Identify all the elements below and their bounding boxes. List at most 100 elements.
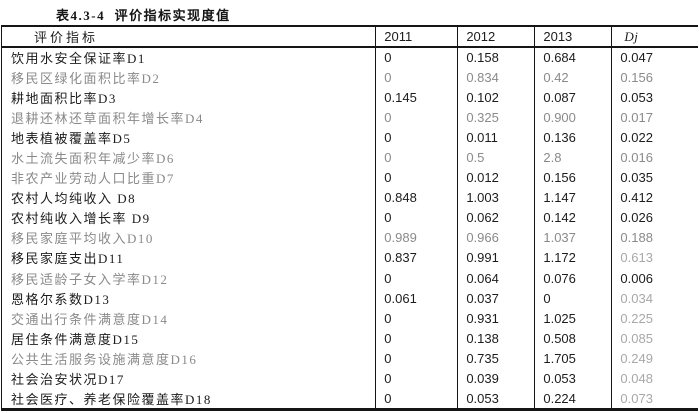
value-cell-2012: 0.966 [457, 227, 535, 248]
value-cell-dj: 0.022 [611, 127, 698, 148]
table-row: 水土流失面积年减少率D6 0 0.5 2.8 0.016 [2, 147, 698, 168]
value-cell-2013: 0.224 [534, 388, 612, 410]
value-cell-2012: 0.102 [457, 87, 535, 108]
table-row: 居住条件满意度D15 0 0.138 0.508 0.085 [2, 328, 698, 349]
value-cell-2012: 0.062 [457, 207, 535, 228]
indicator-label-cell: 公共生活服务设施满意度D16 [11, 351, 198, 367]
value-cell-2011: 0.989 [375, 227, 458, 248]
value-cell-2011: 0.145 [375, 87, 458, 108]
table-row: 移民适龄子女入学率D12 0 0.064 0.076 0.006 [2, 268, 698, 289]
evaluation-indicator-table: 评价指标 2011 2012 2013 Dj 饮用水安全保证率D1 0 0.158 0… [1, 25, 698, 411]
table-row: 社会医疗、养老保险覆盖率D18 0 0.053 0.224 0.073 [2, 388, 698, 410]
value-cell-2011: 0 [375, 47, 458, 68]
value-cell-2013: 0.156 [534, 167, 612, 188]
value-cell-dj: 0.249 [611, 348, 698, 369]
indicator-label-cell: 移民家庭平均收入D10 [11, 231, 154, 247]
value-cell-2012: 0.039 [457, 368, 535, 389]
table-row: 非农产业劳动人口比重D7 0 0.012 0.156 0.035 [2, 167, 698, 188]
indicator-label-cell: 农村纯收入增长率 D9 [11, 211, 151, 227]
value-cell-2011: 0 [375, 308, 458, 329]
indicator-label-cell: 移民家庭支出D11 [11, 251, 125, 267]
value-cell-2011: 0.837 [375, 247, 458, 269]
table-row: 恩格尔系数D13 0.061 0.037 0 0.034 [2, 288, 698, 309]
value-cell-dj: 0.412 [611, 187, 698, 208]
value-cell-dj: 0.034 [611, 288, 698, 309]
table-row: 移民家庭平均收入D10 0.989 0.966 1.037 0.188 [2, 227, 698, 248]
value-cell-2013: 0.900 [534, 107, 612, 128]
table-row: 移民家庭支出D11 0.837 0.991 1.172 0.613 [2, 247, 698, 269]
table-row: 移民区绿化面积比率D2 0 0.834 0.42 0.156 [2, 67, 698, 88]
value-cell-dj: 0.613 [611, 247, 698, 269]
indicator-label-cell: 退耕还林还草面积年增长率D4 [11, 110, 204, 126]
indicator-label-cell: 耕地面积比率D3 [11, 90, 117, 106]
indicator-label-cell: 农村人均纯收入 D8 [11, 191, 137, 207]
indicator-label-cell: 社会治安状况D17 [11, 372, 125, 388]
column-header-2013: 2013 [534, 26, 612, 48]
value-cell-2012: 0.012 [457, 167, 535, 188]
value-cell-dj: 0.017 [611, 107, 698, 128]
indicator-label-cell: 移民适龄子女入学率D12 [11, 271, 169, 287]
table-caption: 表4.3-4 评价指标实现度值 [56, 8, 231, 23]
value-cell-2012: 0.011 [457, 127, 535, 148]
column-header-indicator: 评价指标 [1, 26, 376, 48]
indicator-label-cell: 社会医疗、养老保险覆盖率D18 [11, 391, 212, 407]
value-cell-2012: 1.003 [457, 187, 535, 208]
value-cell-dj: 0.085 [611, 328, 698, 349]
value-cell-2013: 0.076 [534, 268, 612, 289]
value-cell-2012: 0.931 [457, 308, 535, 329]
indicator-label-cell: 恩格尔系数D13 [11, 291, 111, 307]
table-row: 公共生活服务设施满意度D16 0 0.735 1.705 0.249 [2, 348, 698, 369]
value-cell-2011: 0 [375, 207, 458, 228]
value-cell-2013: 1.147 [534, 187, 612, 208]
value-cell-dj: 0.026 [611, 207, 698, 228]
value-cell-2012: 0.158 [457, 47, 535, 68]
value-cell-2011: 0 [375, 107, 458, 128]
indicator-label-cell: 居住条件满意度D15 [11, 331, 140, 347]
value-cell-2011: 0 [375, 348, 458, 369]
value-cell-2012: 0.834 [457, 67, 535, 88]
value-cell-2013: 0.684 [534, 47, 612, 68]
table-header: 评价指标 2011 2012 2013 Dj [1, 26, 698, 48]
value-cell-dj: 0.035 [611, 167, 698, 188]
value-cell-dj: 0.048 [611, 368, 698, 389]
value-cell-2013: 0.142 [534, 207, 612, 228]
value-cell-2011: 0 [375, 127, 458, 148]
value-cell-dj: 0.016 [611, 147, 698, 168]
value-cell-2013: 1.172 [534, 247, 612, 269]
table-row: 交通出行条件满意度D14 0 0.931 1.025 0.225 [2, 308, 698, 329]
value-cell-2011: 0.061 [375, 288, 458, 309]
value-cell-2011: 0.848 [375, 187, 458, 208]
value-cell-2013: 0.42 [534, 67, 612, 88]
value-cell-2011: 0 [375, 368, 458, 389]
value-cell-2012: 0.053 [457, 388, 535, 410]
value-cell-2011: 0 [375, 268, 458, 289]
value-cell-2012: 0.138 [457, 328, 535, 349]
value-cell-2013: 0.136 [534, 127, 612, 148]
value-cell-dj: 0.047 [611, 47, 698, 68]
value-cell-2013: 1.025 [534, 308, 612, 329]
value-cell-dj: 0.225 [611, 308, 698, 329]
value-cell-2013: 1.705 [534, 348, 612, 369]
indicator-label-cell: 地表植被覆盖率D5 [11, 130, 132, 146]
value-cell-2012: 0.064 [457, 268, 535, 289]
value-cell-2013: 0 [534, 288, 612, 309]
value-cell-dj: 0.188 [611, 227, 698, 248]
table-row: 农村纯收入增长率 D9 0 0.062 0.142 0.026 [2, 207, 698, 228]
table-row: 农村人均纯收入 D8 0.848 1.003 1.147 0.412 [2, 187, 698, 208]
indicator-label-cell: 饮用水安全保证率D1 [11, 51, 146, 67]
value-cell-2013: 2.8 [534, 147, 612, 168]
column-header-2012: 2012 [457, 26, 535, 48]
value-cell-2011: 0 [375, 67, 458, 88]
table-row: 饮用水安全保证率D1 0 0.158 0.684 0.047 [2, 47, 698, 68]
value-cell-2011: 0 [375, 147, 458, 168]
value-cell-dj: 0.156 [611, 67, 698, 88]
value-cell-2011: 0 [375, 388, 458, 410]
value-cell-dj: 0.073 [611, 388, 698, 410]
header-row: 评价指标 2011 2012 2013 Dj [1, 26, 698, 48]
value-cell-dj: 0.053 [611, 87, 698, 108]
value-cell-2011: 0 [375, 167, 458, 188]
value-cell-2013: 1.037 [534, 227, 612, 248]
table-row: 退耕还林还草面积年增长率D4 0 0.325 0.900 0.017 [2, 107, 698, 128]
value-cell-2013: 0.053 [534, 368, 612, 389]
column-header-2011: 2011 [375, 26, 458, 48]
